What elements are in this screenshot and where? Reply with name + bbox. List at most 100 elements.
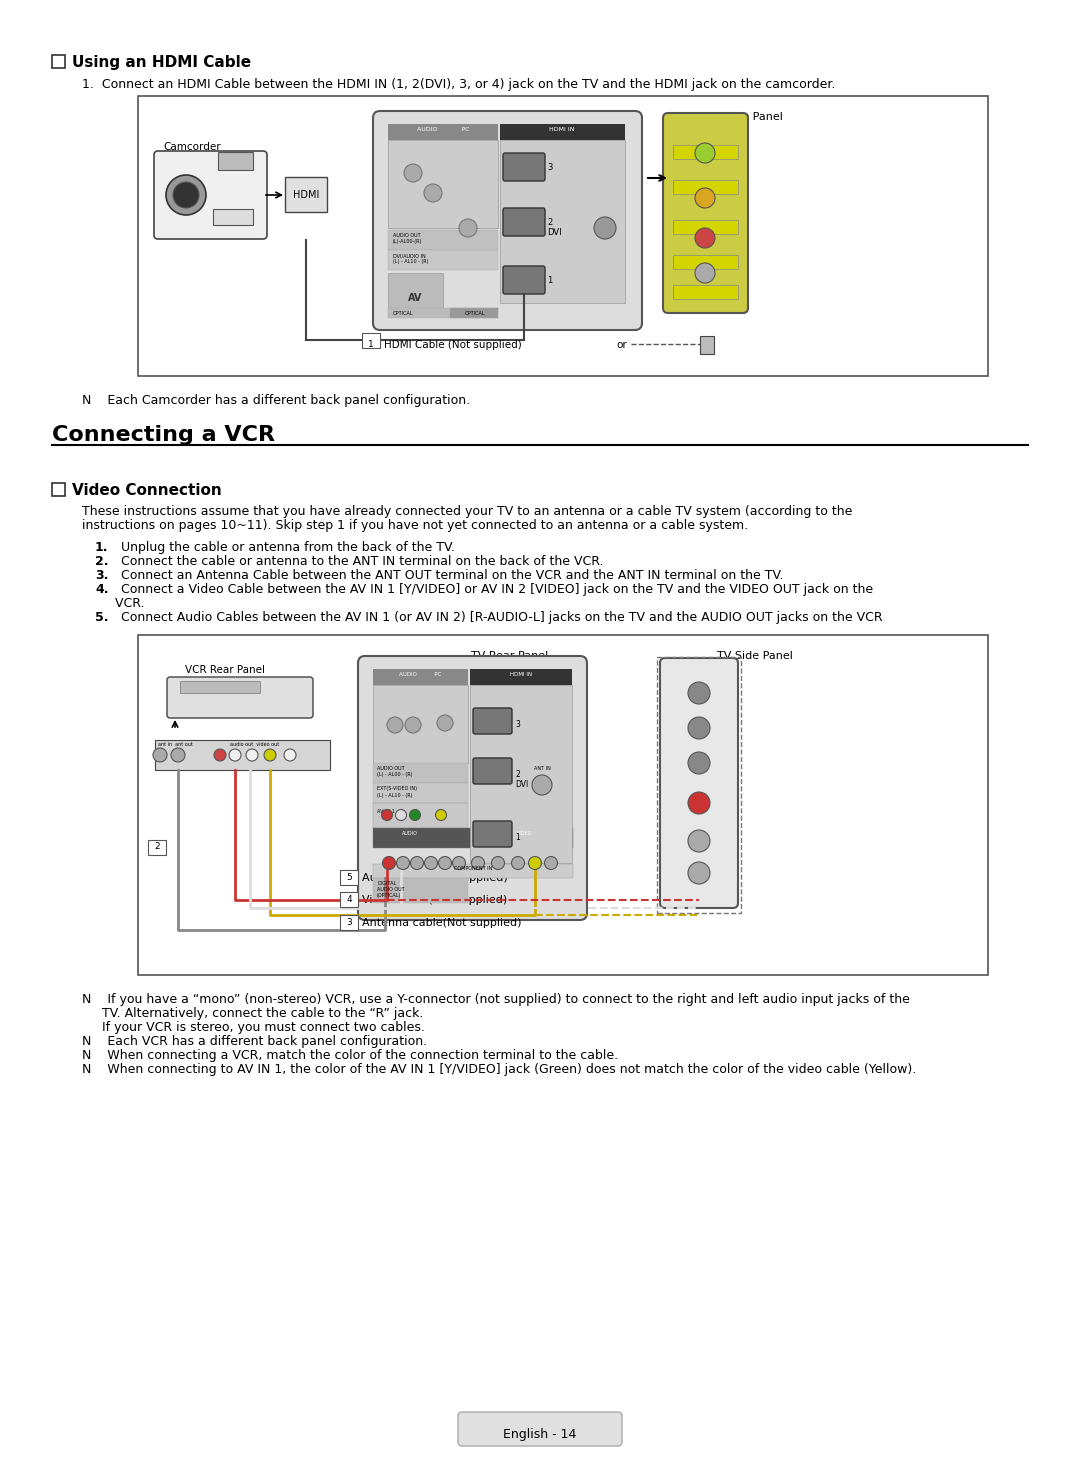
Bar xyxy=(218,153,253,170)
Bar xyxy=(388,139,498,228)
Bar xyxy=(388,273,443,308)
Circle shape xyxy=(409,809,420,821)
FancyBboxPatch shape xyxy=(357,657,588,920)
Bar xyxy=(52,483,65,496)
Bar xyxy=(362,333,380,348)
Text: If your VCR is stereo, you must connect two cables.: If your VCR is stereo, you must connect … xyxy=(82,1021,424,1034)
Bar xyxy=(673,179,738,194)
Circle shape xyxy=(696,228,715,247)
Bar xyxy=(340,870,357,885)
Bar xyxy=(156,740,330,771)
Text: N    When connecting to AV IN 1, the color of the AV IN 1 [Y/VIDEO] jack (Green): N When connecting to AV IN 1, the color … xyxy=(82,1063,916,1076)
Text: 2: 2 xyxy=(154,842,160,851)
Circle shape xyxy=(438,857,451,870)
Text: 1.  Connect an HDMI Cable between the HDMI IN (1, 2(DVI), 3, or 4) jack on the T: 1. Connect an HDMI Cable between the HDM… xyxy=(82,79,835,90)
Text: Camcorder: Camcorder xyxy=(163,142,220,153)
Text: Video Cable(Not supplied): Video Cable(Not supplied) xyxy=(362,895,508,906)
Text: N    When connecting a VCR, match the color of the connection terminal to the ca: N When connecting a VCR, match the color… xyxy=(82,1049,618,1063)
Circle shape xyxy=(381,809,392,821)
Circle shape xyxy=(382,857,395,870)
Text: OPTICAL: OPTICAL xyxy=(393,311,414,316)
Circle shape xyxy=(404,165,422,182)
Bar xyxy=(673,285,738,299)
Bar xyxy=(148,840,166,855)
Text: (L) - AL10 - (R): (L) - AL10 - (R) xyxy=(377,793,413,797)
Text: Video Connection: Video Connection xyxy=(72,483,221,498)
Text: OPTICAL: OPTICAL xyxy=(465,311,486,316)
Text: AUDIO            PC: AUDIO PC xyxy=(417,127,469,132)
Text: AUDIO OUT: AUDIO OUT xyxy=(377,888,405,892)
Circle shape xyxy=(405,717,421,734)
Text: TV Side Panel: TV Side Panel xyxy=(707,113,783,122)
Text: or: or xyxy=(616,339,626,350)
Text: 5: 5 xyxy=(346,873,352,882)
Bar xyxy=(340,914,357,931)
Text: 3.: 3. xyxy=(95,569,108,582)
Bar xyxy=(373,877,468,903)
Bar xyxy=(470,668,572,685)
Bar xyxy=(285,176,327,212)
Text: 5.: 5. xyxy=(95,611,108,624)
Text: TV. Alternatively, connect the cable to the “R” jack.: TV. Alternatively, connect the cable to … xyxy=(82,1006,423,1020)
Circle shape xyxy=(387,717,403,734)
Circle shape xyxy=(688,751,710,774)
Text: HDMI Cable (Not supplied): HDMI Cable (Not supplied) xyxy=(384,339,522,350)
Text: Antenna cable(Not supplied): Antenna cable(Not supplied) xyxy=(362,917,522,928)
Bar xyxy=(673,145,738,159)
Circle shape xyxy=(532,775,552,794)
Text: TV Rear Panel: TV Rear Panel xyxy=(471,651,549,661)
Circle shape xyxy=(396,857,409,870)
Text: Connect an Antenna Cable between the ANT OUT terminal on the VCR and the ANT IN : Connect an Antenna Cable between the ANT… xyxy=(109,569,783,582)
Bar xyxy=(213,209,253,225)
FancyBboxPatch shape xyxy=(473,757,512,784)
Text: VCR Rear Panel: VCR Rear Panel xyxy=(185,665,265,674)
Bar xyxy=(373,763,468,782)
Text: 3: 3 xyxy=(515,720,519,729)
Bar xyxy=(700,336,714,354)
Circle shape xyxy=(435,809,446,821)
Text: ant in  ant out: ant in ant out xyxy=(158,742,193,747)
Text: TV Side Panel: TV Side Panel xyxy=(717,651,793,661)
FancyBboxPatch shape xyxy=(473,708,512,734)
Text: Audio Cable(Not supplied): Audio Cable(Not supplied) xyxy=(362,873,508,883)
Bar xyxy=(373,864,573,877)
FancyBboxPatch shape xyxy=(503,153,545,181)
Text: audio out  video out: audio out video out xyxy=(230,742,280,747)
Circle shape xyxy=(544,857,557,870)
Text: N    Each VCR has a different back panel configuration.: N Each VCR has a different back panel co… xyxy=(82,1034,427,1048)
Text: AV IN 1: AV IN 1 xyxy=(377,809,395,814)
Bar xyxy=(373,685,468,763)
Text: COMPONENT IN: COMPONENT IN xyxy=(454,865,492,871)
Bar xyxy=(373,668,468,685)
Text: AUDIO          PC: AUDIO PC xyxy=(399,671,442,677)
Circle shape xyxy=(688,791,710,814)
Circle shape xyxy=(284,748,296,760)
Text: DVI/AUDIO IN: DVI/AUDIO IN xyxy=(393,253,426,258)
Circle shape xyxy=(437,714,453,731)
Text: AV: AV xyxy=(408,293,422,302)
Bar xyxy=(450,308,498,319)
Circle shape xyxy=(166,175,206,215)
Bar xyxy=(138,634,988,975)
Circle shape xyxy=(264,748,276,760)
Circle shape xyxy=(688,830,710,852)
Text: 2
DVI: 2 DVI xyxy=(546,218,562,237)
Text: 2
DVI: 2 DVI xyxy=(515,771,528,790)
Circle shape xyxy=(696,142,715,163)
Circle shape xyxy=(229,748,241,760)
Bar xyxy=(673,255,738,270)
Circle shape xyxy=(528,857,541,870)
Circle shape xyxy=(459,219,477,237)
Text: VIDEO: VIDEO xyxy=(517,831,532,836)
Bar xyxy=(657,657,741,913)
Circle shape xyxy=(512,857,525,870)
Text: (L) - AL10 - (R): (L) - AL10 - (R) xyxy=(393,259,429,264)
Text: 3: 3 xyxy=(546,163,552,172)
Bar xyxy=(388,230,498,250)
Bar xyxy=(388,250,498,270)
Circle shape xyxy=(594,216,616,239)
Text: 2.: 2. xyxy=(95,554,108,568)
Bar xyxy=(500,124,625,139)
Bar xyxy=(373,782,468,803)
Text: (OPTICAL): (OPTICAL) xyxy=(377,894,402,898)
